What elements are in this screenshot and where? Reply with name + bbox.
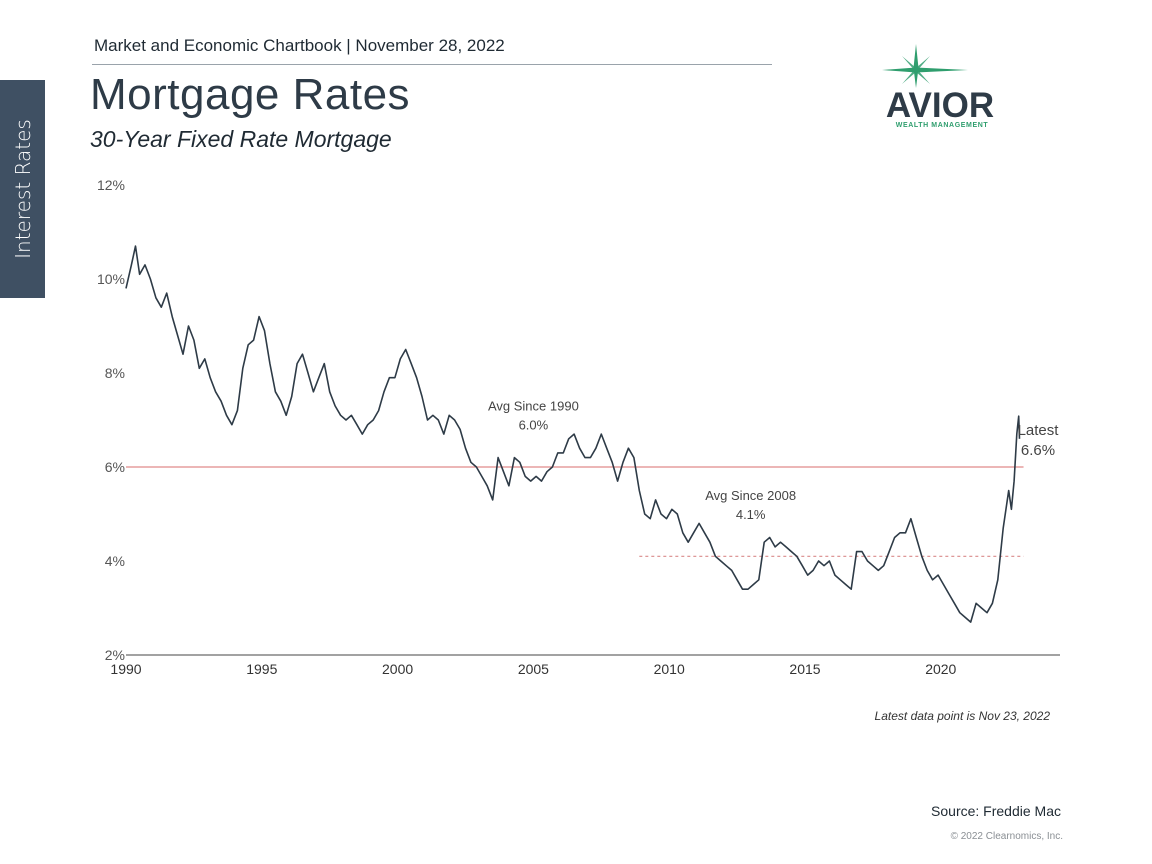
y-tick-labels: 2% 4% 6% 8% 10% 12% bbox=[97, 177, 125, 663]
series-line bbox=[125, 245, 1021, 623]
y-tick-label: 4% bbox=[105, 553, 125, 569]
avg-value-label: 6.0% bbox=[519, 418, 549, 433]
y-tick-label: 12% bbox=[97, 177, 125, 193]
y-tick-label: 2% bbox=[105, 647, 125, 663]
y-tick-label: 8% bbox=[105, 365, 125, 381]
logo-tagline: WEALTH MANAGEMENT bbox=[896, 122, 989, 129]
reference-lines bbox=[126, 466, 1024, 557]
x-tick-label: 2010 bbox=[654, 661, 685, 677]
x-tick-label: 2000 bbox=[382, 661, 413, 677]
copyright: © 2022 Clearnomics, Inc. bbox=[950, 831, 1063, 842]
x-tick-label: 2020 bbox=[925, 661, 956, 677]
chart-subtitle: 30-Year Fixed Rate Mortgage bbox=[90, 126, 392, 152]
x-tick-labels: 1990 1995 2000 2005 2010 2015 2020 bbox=[110, 661, 956, 677]
y-tick-label: 10% bbox=[97, 271, 125, 287]
annotations: Avg Since 1990 6.0% Avg Since 2008 4.1% Late… bbox=[488, 399, 1059, 522]
avg-label: Avg Since 1990 bbox=[488, 399, 579, 414]
compass-star-icon bbox=[882, 44, 968, 88]
side-tab: Interest Rates bbox=[0, 80, 45, 298]
source-label: Source: Freddie Mac bbox=[931, 803, 1061, 819]
chartbook-header: Market and Economic Chartbook | November… bbox=[94, 36, 505, 55]
chart-title: Mortgage Rates bbox=[90, 70, 411, 119]
avg-label: Avg Since 2008 bbox=[705, 488, 796, 503]
latest-label: Latest bbox=[1018, 422, 1060, 439]
latest-value-label: 6.6% bbox=[1021, 442, 1055, 459]
x-tick-label: 2005 bbox=[518, 661, 549, 677]
y-tick-label: 6% bbox=[105, 459, 125, 475]
logo-word: AVIOR bbox=[886, 86, 994, 125]
avior-logo: AVIOR WEALTH MANAGEMENT bbox=[882, 44, 994, 129]
latest-data-note: Latest data point is Nov 23, 2022 bbox=[874, 709, 1050, 723]
avg-value-label: 4.1% bbox=[736, 507, 766, 522]
x-tick-label: 1995 bbox=[246, 661, 277, 677]
x-tick-label: 1990 bbox=[110, 661, 141, 677]
header-divider bbox=[92, 64, 772, 65]
x-tick-label: 2015 bbox=[789, 661, 820, 677]
